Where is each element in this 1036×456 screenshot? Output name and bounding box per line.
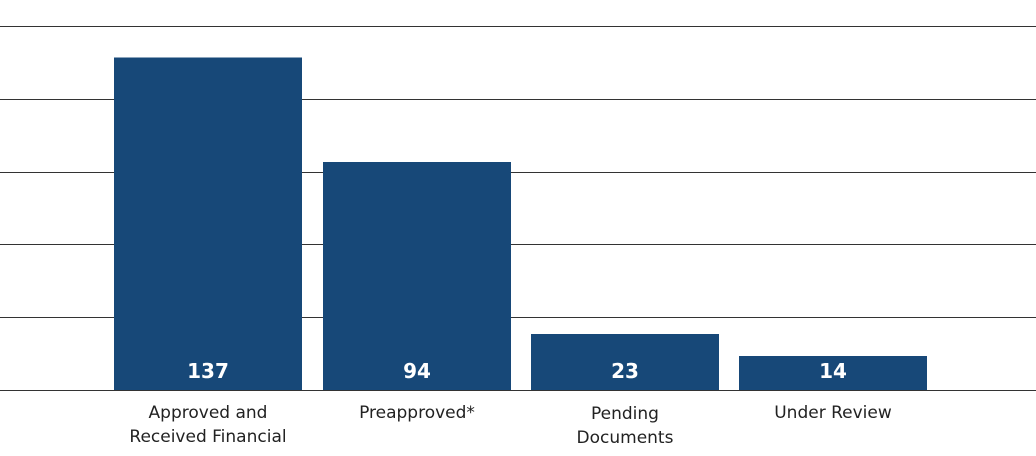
category-label: Preapproved*: [359, 403, 475, 423]
bar: [739, 356, 927, 390]
bar-value-label: 23: [611, 359, 639, 383]
category-label: Pending: [591, 404, 659, 424]
bar-value-label: 14: [819, 359, 847, 383]
category-label: Received Financial: [129, 427, 286, 447]
bar: [531, 334, 719, 390]
bar: [323, 161, 511, 390]
bars: [114, 57, 927, 391]
bar-value-label: 94: [403, 359, 431, 383]
category-label: Documents: [577, 428, 674, 448]
category-labels: Approved and Received Financial Preapprove…: [129, 403, 891, 448]
bar: [114, 57, 302, 391]
category-label: Under Review: [774, 403, 892, 423]
bar-value-label: 137: [187, 359, 229, 383]
category-label: Approved and: [149, 403, 268, 423]
value-labels: 137 94 23 14: [187, 359, 847, 383]
